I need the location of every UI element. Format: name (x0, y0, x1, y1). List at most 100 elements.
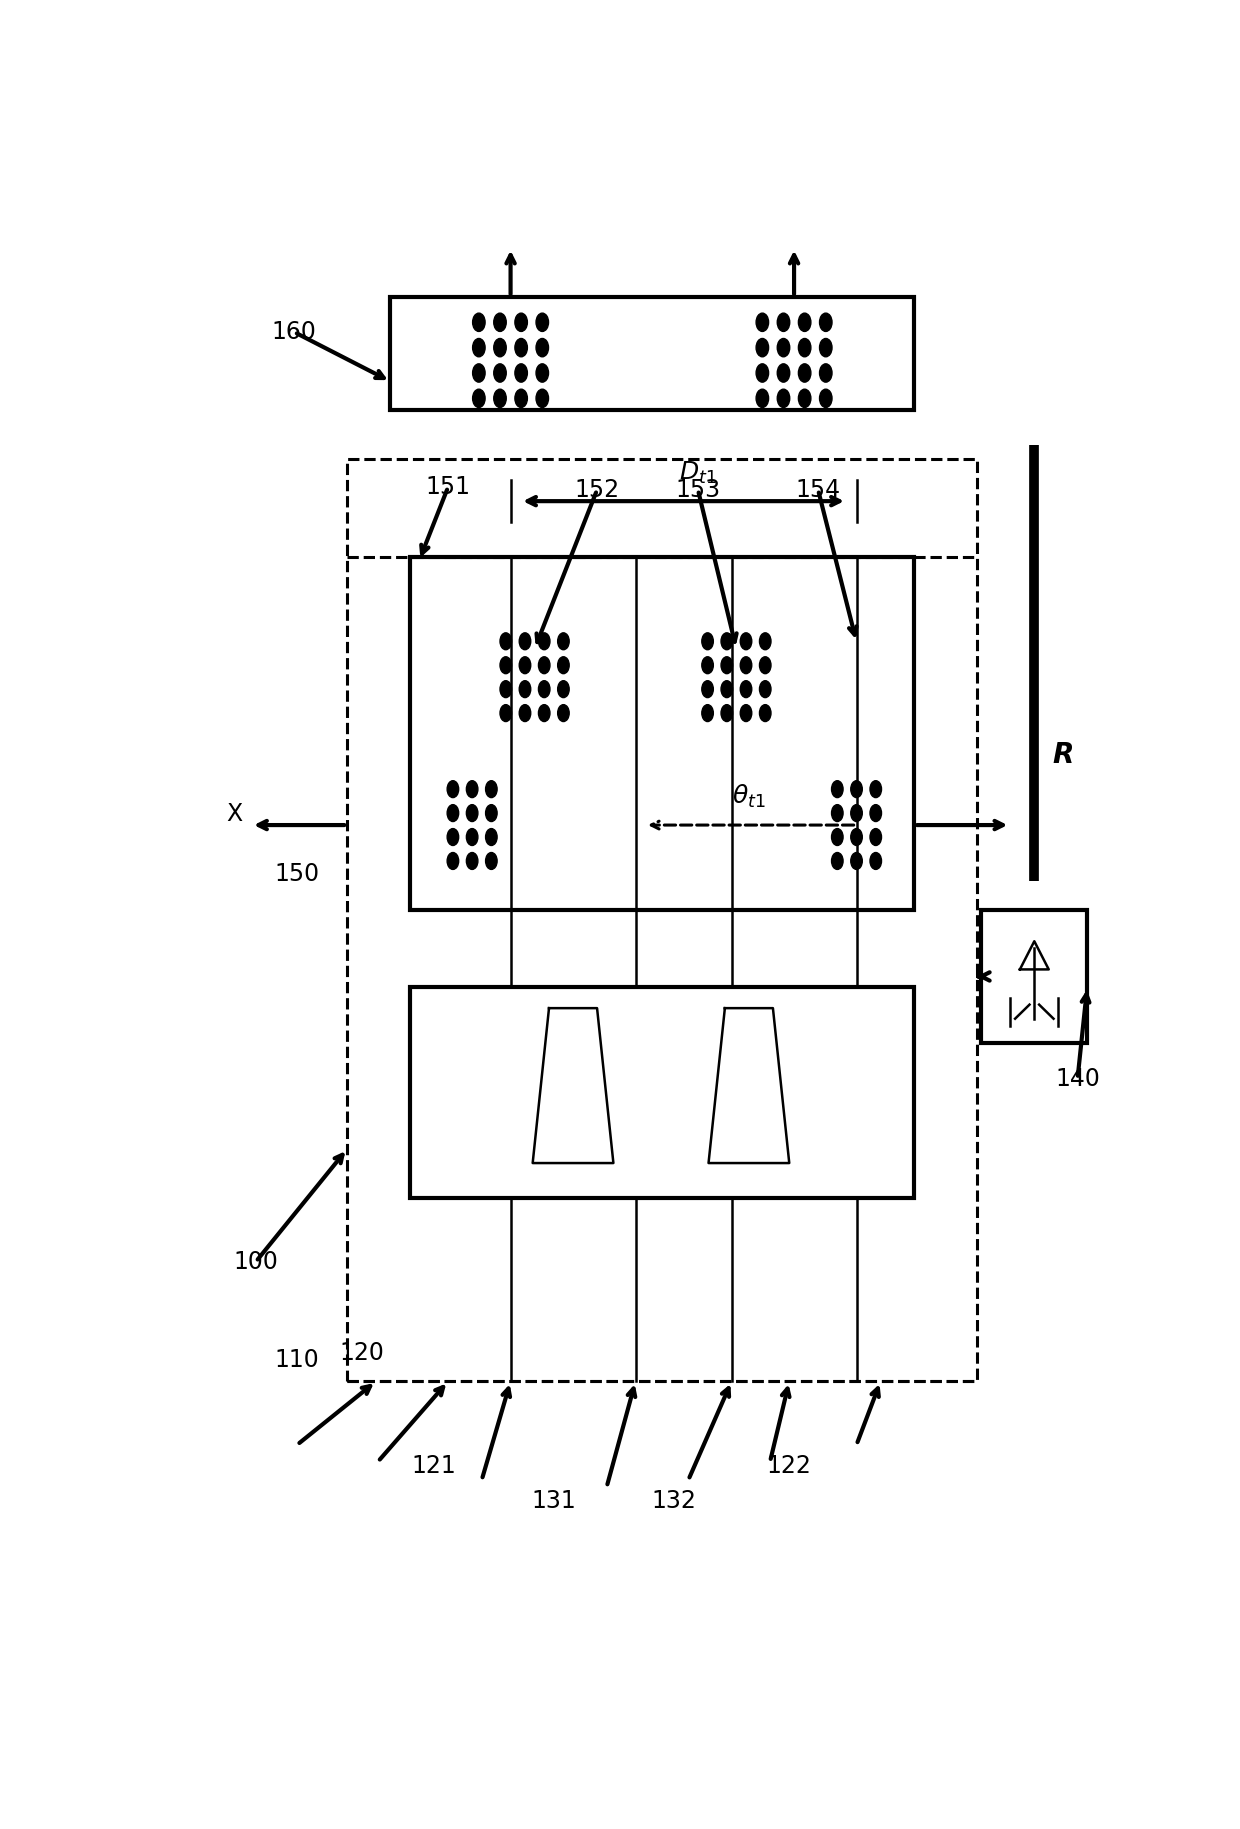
Circle shape (759, 680, 771, 697)
Circle shape (536, 313, 548, 331)
Text: $D_{t1}$: $D_{t1}$ (680, 459, 717, 487)
Circle shape (820, 364, 832, 382)
Circle shape (500, 680, 512, 697)
Circle shape (558, 657, 569, 673)
Circle shape (448, 852, 459, 869)
Circle shape (472, 364, 485, 382)
Bar (982, 909, 1087, 1043)
Circle shape (756, 390, 769, 408)
Circle shape (702, 704, 713, 722)
Circle shape (536, 390, 548, 408)
Text: 160: 160 (272, 320, 316, 344)
Circle shape (536, 364, 548, 382)
Circle shape (558, 704, 569, 722)
Circle shape (777, 390, 790, 408)
Circle shape (486, 781, 497, 797)
Circle shape (515, 390, 527, 408)
Circle shape (466, 781, 477, 797)
Circle shape (702, 633, 713, 649)
Circle shape (759, 633, 771, 649)
Circle shape (799, 364, 811, 382)
Circle shape (494, 313, 506, 331)
Text: 110: 110 (275, 1348, 320, 1372)
Circle shape (520, 704, 531, 722)
Circle shape (851, 829, 862, 845)
Circle shape (720, 704, 733, 722)
Circle shape (538, 633, 551, 649)
Circle shape (466, 852, 477, 869)
Circle shape (520, 657, 531, 673)
Circle shape (558, 633, 569, 649)
Circle shape (702, 680, 713, 697)
Circle shape (466, 829, 477, 845)
Circle shape (777, 313, 790, 331)
Text: 131: 131 (532, 1489, 577, 1513)
Circle shape (870, 781, 882, 797)
Text: 121: 121 (412, 1454, 456, 1478)
Circle shape (777, 364, 790, 382)
Circle shape (870, 829, 882, 845)
Text: 154: 154 (796, 477, 841, 501)
Circle shape (777, 338, 790, 357)
Circle shape (486, 829, 497, 845)
Circle shape (494, 338, 506, 357)
Circle shape (466, 805, 477, 821)
Circle shape (538, 657, 551, 673)
Circle shape (740, 657, 751, 673)
Circle shape (494, 364, 506, 382)
Circle shape (799, 338, 811, 357)
Circle shape (500, 657, 512, 673)
Circle shape (538, 680, 551, 697)
Circle shape (448, 829, 459, 845)
Circle shape (448, 781, 459, 797)
Text: X: X (227, 801, 243, 827)
Circle shape (740, 633, 751, 649)
Circle shape (448, 805, 459, 821)
Circle shape (558, 680, 569, 697)
Text: 132: 132 (651, 1489, 697, 1513)
Circle shape (740, 680, 751, 697)
Circle shape (472, 313, 485, 331)
Bar (347, 459, 977, 1381)
Circle shape (720, 680, 733, 697)
Circle shape (472, 338, 485, 357)
Text: $\theta_{t1}$: $\theta_{t1}$ (732, 783, 766, 810)
Circle shape (472, 390, 485, 408)
Text: 122: 122 (766, 1454, 812, 1478)
Circle shape (851, 781, 862, 797)
Circle shape (486, 805, 497, 821)
Circle shape (500, 633, 512, 649)
Circle shape (851, 852, 862, 869)
Text: 100: 100 (233, 1249, 278, 1273)
Bar (409, 988, 914, 1198)
Circle shape (515, 313, 527, 331)
Circle shape (820, 390, 832, 408)
Circle shape (515, 364, 527, 382)
Circle shape (515, 338, 527, 357)
Circle shape (756, 338, 769, 357)
Text: 150: 150 (275, 861, 320, 887)
Circle shape (756, 313, 769, 331)
Text: 152: 152 (574, 477, 620, 501)
Circle shape (832, 781, 843, 797)
Circle shape (832, 805, 843, 821)
Bar (391, 296, 914, 410)
Circle shape (870, 852, 882, 869)
Circle shape (832, 829, 843, 845)
Circle shape (702, 657, 713, 673)
Text: 153: 153 (676, 477, 720, 501)
Text: 151: 151 (425, 476, 471, 499)
Circle shape (832, 852, 843, 869)
Circle shape (720, 633, 733, 649)
Bar (409, 558, 914, 909)
Text: R: R (1053, 741, 1074, 768)
Circle shape (520, 680, 531, 697)
Circle shape (520, 633, 531, 649)
Circle shape (851, 805, 862, 821)
Circle shape (740, 704, 751, 722)
Circle shape (538, 704, 551, 722)
Circle shape (500, 704, 512, 722)
Circle shape (759, 704, 771, 722)
Circle shape (799, 390, 811, 408)
Text: 140: 140 (1055, 1066, 1100, 1090)
